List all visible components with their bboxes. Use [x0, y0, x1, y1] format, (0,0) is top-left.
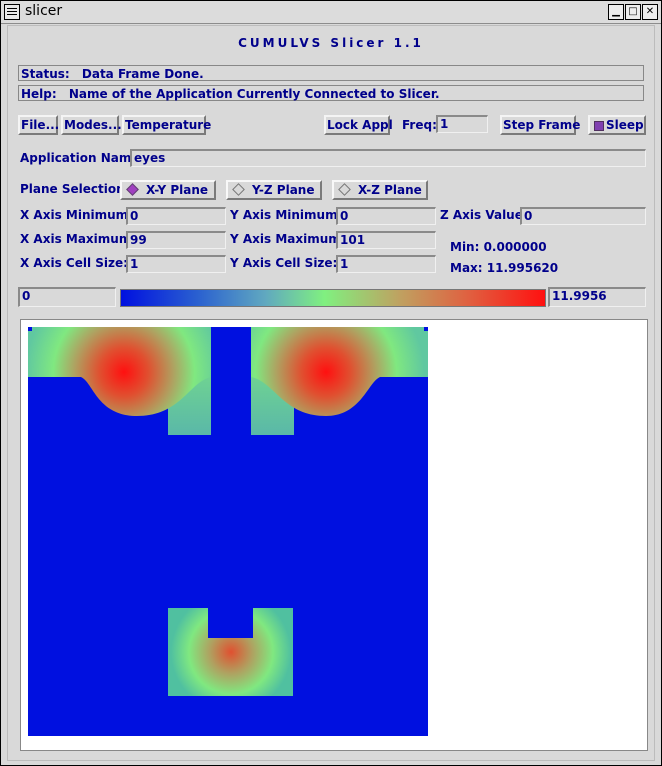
y-cell-input[interactable]: 1	[336, 255, 436, 273]
window-title: slicer	[25, 3, 63, 19]
minimize-icon[interactable]: ▁	[608, 4, 624, 20]
heat-region	[251, 327, 428, 416]
x-min-label: X Axis Minimum:	[20, 208, 133, 222]
y-min-input[interactable]: 0	[336, 207, 436, 225]
modes-menu-button[interactable]: Modes...	[61, 115, 122, 135]
sleep-checkbox-icon	[594, 121, 604, 131]
corner-marker	[424, 327, 428, 331]
x-cell-input[interactable]: 1	[126, 255, 226, 273]
freq-input[interactable]: 1	[436, 115, 488, 133]
radio-yz-plane[interactable]: Y-Z Plane	[226, 180, 322, 200]
status-text: Data Frame Done.	[81, 67, 204, 81]
x-max-input[interactable]: 99	[126, 231, 226, 249]
plane-selection-label: Plane Selection:	[20, 182, 130, 196]
title-bar[interactable]: slicer ▁ □ ✕	[1, 1, 661, 24]
sleep-label: Sleep	[606, 118, 644, 132]
lock-appl-button[interactable]: Lock Appl	[324, 115, 393, 135]
window-menu-icon[interactable]	[4, 4, 20, 20]
colorbar-min-field[interactable]: 0	[18, 287, 116, 307]
max-value-text: Max: 11.995620	[450, 261, 559, 275]
radio-unselected-icon	[232, 183, 245, 196]
radio-selected-icon	[126, 183, 139, 196]
status-bar: Status: Data Frame Done.	[18, 65, 644, 81]
help-label: Help:	[21, 87, 57, 101]
slice-image[interactable]	[21, 320, 647, 750]
heat-region	[28, 327, 211, 416]
freq-label: Freq:	[402, 118, 437, 132]
z-value-input[interactable]: 0	[520, 207, 646, 225]
radio-yz-label: Y-Z Plane	[252, 183, 315, 197]
colorbar-gradient	[120, 289, 546, 307]
radio-unselected-icon	[338, 183, 351, 196]
file-menu-button[interactable]: File...	[18, 115, 59, 135]
app-heading: CUMULVS Slicer 1.1	[238, 36, 424, 50]
y-min-label: Y Axis Minimum:	[230, 208, 343, 222]
slicer-panel: CUMULVS Slicer 1.1 Status: Data Frame Do…	[7, 25, 655, 761]
help-text: Name of the Application Currently Connec…	[68, 87, 440, 101]
radio-xy-plane[interactable]: X-Y Plane	[120, 180, 216, 200]
radio-xz-plane[interactable]: X-Z Plane	[332, 180, 428, 200]
radio-xy-label: X-Y Plane	[146, 183, 209, 197]
y-max-input[interactable]: 101	[336, 231, 436, 249]
x-max-label: X Axis Maximum:	[20, 232, 137, 246]
sleep-toggle[interactable]: Sleep	[588, 115, 646, 135]
application-name-label: Application Name:	[20, 151, 145, 165]
close-icon[interactable]: ✕	[642, 4, 658, 20]
slice-viewer[interactable]	[20, 319, 648, 751]
application-name-input[interactable]: eyes	[130, 149, 646, 167]
x-min-input[interactable]: 0	[126, 207, 226, 225]
maximize-icon[interactable]: □	[625, 4, 641, 20]
colorbar-max-field[interactable]: 11.9956	[548, 287, 646, 307]
min-value-text: Min: 0.000000	[450, 240, 547, 254]
help-bar: Help: Name of the Application Currently …	[18, 85, 644, 101]
y-cell-label: Y Axis Cell Size:	[230, 256, 338, 270]
z-value-label: Z Axis Value:	[440, 208, 528, 222]
corner-marker	[28, 327, 32, 331]
step-frame-button[interactable]: Step Frame	[500, 115, 580, 135]
status-label: Status:	[21, 67, 70, 81]
radio-xz-label: X-Z Plane	[358, 183, 422, 197]
field-select-button[interactable]: Temperature	[122, 115, 211, 135]
x-cell-label: X Axis Cell Size:	[20, 256, 128, 270]
heat-region	[168, 608, 293, 696]
y-max-label: Y Axis Maximum:	[230, 232, 346, 246]
